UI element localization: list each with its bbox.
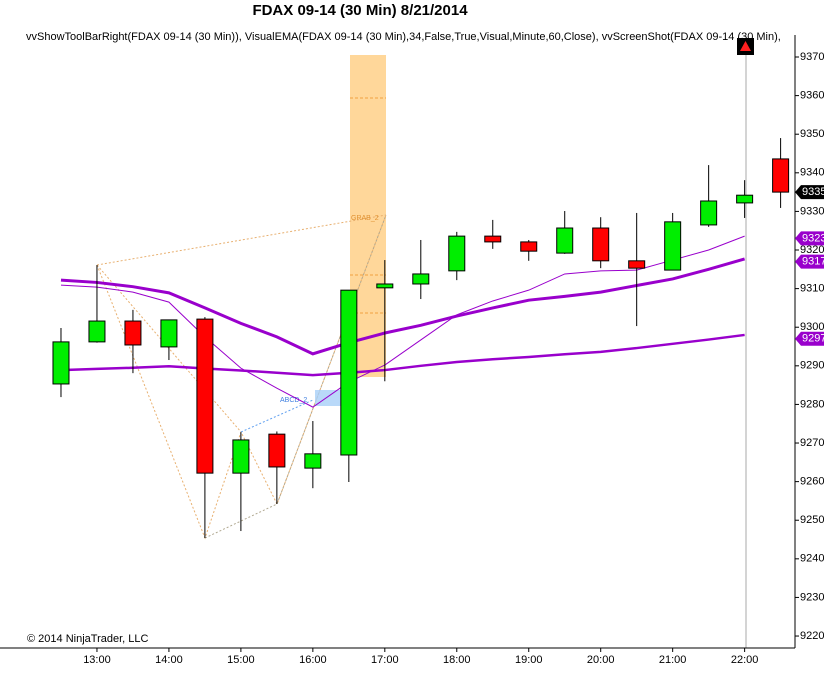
- price-marker: [795, 331, 824, 346]
- chart-subtitle: vvShowToolBarRight(FDAX 09-14 (30 Min)),…: [26, 31, 781, 43]
- y-tick-label: 9310: [800, 283, 824, 295]
- candle-body: [664, 221, 682, 271]
- y-tick-label: 9370: [800, 51, 824, 63]
- price-marker: [795, 231, 824, 246]
- y-tick-label: 9220: [800, 630, 824, 642]
- candle-body: [160, 319, 178, 348]
- price-marker-label: 9297: [802, 333, 824, 345]
- ema-line: [60, 235, 745, 408]
- y-tick-label: 9300: [800, 321, 824, 333]
- candle-body: [232, 439, 250, 474]
- candle-body: [196, 318, 214, 474]
- y-tick-label: 9360: [800, 90, 824, 102]
- candle-body: [484, 235, 502, 243]
- ema-line: [60, 257, 746, 356]
- x-tick-label: 16:00: [299, 654, 327, 666]
- y-tick-label: 9250: [800, 514, 824, 526]
- chart-title: FDAX 09-14 (30 Min) 8/21/2014: [252, 2, 468, 19]
- candle-body: [628, 260, 646, 269]
- y-tick-label: 9270: [800, 437, 824, 449]
- plot: 9220 9230 9240 9250 9260 9270 9280 9290 9300 9310…: [52, 51, 824, 666]
- candle-body: [736, 194, 754, 204]
- copyright: © 2014 NinjaTrader, LLC: [27, 633, 148, 645]
- price-marker-label: 9335: [802, 186, 824, 198]
- candle-body: [592, 227, 610, 262]
- alert-icon-arrow: [740, 41, 751, 51]
- candle-body: [520, 241, 538, 252]
- candle-body: [556, 227, 574, 254]
- y-tick-label: 9340: [800, 167, 824, 179]
- candle-body: [412, 273, 430, 285]
- y-tick-label: 9280: [800, 398, 824, 410]
- ema-line: [60, 333, 745, 377]
- candle-body: [772, 158, 790, 193]
- abcd-zone: [315, 390, 345, 406]
- x-tick-label: 22:00: [731, 654, 759, 666]
- candle-body: [52, 341, 70, 385]
- price-marker: [795, 185, 824, 200]
- annotation: ABCD_2: [280, 397, 307, 404]
- x-tick-label: 14:00: [155, 654, 183, 666]
- candle-body: [88, 320, 106, 343]
- y-tick-label: 9240: [800, 553, 824, 565]
- y-tick-label: 9230: [800, 591, 824, 603]
- y-tick-label: 9320: [800, 244, 824, 256]
- price-marker-label: 9323: [802, 232, 824, 244]
- candle-body: [448, 235, 466, 272]
- candle-body: [124, 320, 142, 346]
- price-marker-label: 9317: [802, 256, 824, 268]
- candle-body: [376, 283, 394, 289]
- candle-body: [268, 433, 286, 468]
- pattern-line: [240, 399, 314, 433]
- x-tick-label: 15:00: [227, 654, 255, 666]
- x-tick-label: 18:00: [443, 654, 471, 666]
- x-tick-label: 13:00: [83, 654, 111, 666]
- candle-body: [700, 200, 718, 226]
- y-tick-label: 9350: [800, 128, 824, 140]
- x-tick-label: 19:00: [515, 654, 543, 666]
- annotation: GRAB_2: [351, 215, 379, 222]
- x-tick-label: 21:00: [659, 654, 687, 666]
- pattern-line: [96, 214, 387, 266]
- y-tick-label: 9330: [800, 205, 824, 217]
- candle-body: [340, 289, 358, 456]
- x-tick-label: 17:00: [371, 654, 399, 666]
- pattern-line: [96, 264, 242, 433]
- y-tick-label: 9290: [800, 360, 824, 372]
- price-marker: [795, 254, 824, 269]
- x-tick-label: 20:00: [587, 654, 615, 666]
- candle-body: [304, 453, 322, 469]
- y-tick-label: 9260: [800, 476, 824, 488]
